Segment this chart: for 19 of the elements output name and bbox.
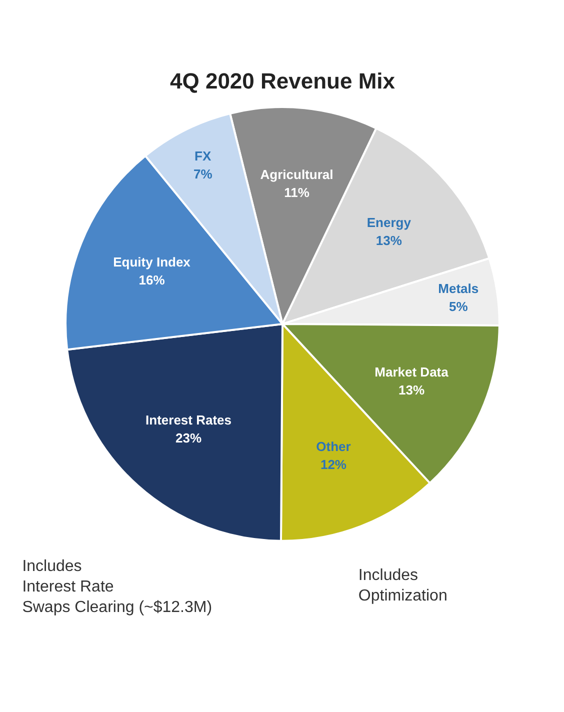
slice-label: Other <box>316 438 351 454</box>
data-label: 13% <box>376 232 402 248</box>
data-label: 11% <box>284 185 310 200</box>
data-label: 16% <box>138 272 166 288</box>
slice-label: Equity Index <box>113 254 192 270</box>
slice-label: Metals <box>438 280 479 296</box>
data-label: 23% <box>176 430 202 446</box>
data-label: 5% <box>448 298 468 314</box>
slice-label: Interest Rates <box>146 412 232 428</box>
slice-label: Market Data <box>374 364 450 380</box>
data-label: 7% <box>193 166 213 182</box>
chart-title: 4Q 2020 Revenue Mix <box>170 68 396 94</box>
text: Includes Optimization <box>358 566 448 604</box>
text: Includes Interest Rate Swaps Clearing (~$12.3M) <box>22 558 212 616</box>
data-label: 13% <box>398 382 425 398</box>
slice-label: FX <box>194 148 212 164</box>
data-label: 12% <box>320 456 347 472</box>
slice-label: Energy <box>366 214 412 230</box>
slice-label: Agricultural <box>260 167 334 182</box>
